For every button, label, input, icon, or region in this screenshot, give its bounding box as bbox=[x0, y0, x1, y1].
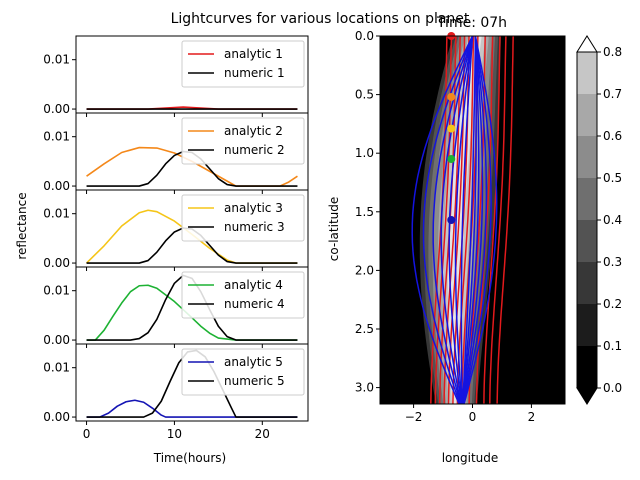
map-y-tick-label: 3.0 bbox=[355, 381, 374, 395]
blue-contour-line-4 bbox=[440, 36, 484, 404]
colorbar-tick-label: 0.7 bbox=[603, 87, 622, 101]
y-tick-label: 0.01 bbox=[43, 130, 70, 144]
lightcurve-subplot-3: 0.00 0.01 analytic 3 numeric 3 bbox=[43, 189, 309, 271]
x-tick-label: 10 bbox=[167, 427, 182, 441]
legend: analytic 1 numeric 1 bbox=[181, 40, 305, 88]
map-y-tick-label: 2.0 bbox=[355, 263, 374, 277]
y-tick-label: 0.00 bbox=[43, 256, 70, 270]
legend: analytic 4 numeric 4 bbox=[181, 271, 305, 319]
legend-entry: numeric 2 bbox=[224, 143, 285, 157]
lightcurve-subplot-1: 0.00 0.01 analytic 1 numeric 1 bbox=[43, 35, 309, 117]
location-marker-3 bbox=[447, 124, 456, 133]
map-y-tick-label: 0.5 bbox=[355, 88, 374, 102]
legend-entry: analytic 5 bbox=[224, 355, 283, 369]
y-tick-label: 0.01 bbox=[43, 53, 70, 67]
left-x-axis-label: Time(hours) bbox=[153, 451, 226, 465]
colorbar-band bbox=[577, 52, 597, 94]
map-panel: 0.0 0.5 1.0 1.5 2.0 2.5 3.0 −2 0 2 bbox=[355, 29, 566, 424]
series-line-analytic-4 bbox=[86, 284, 298, 341]
colorbar-tick-label: 0.8 bbox=[603, 45, 622, 59]
legend-entry: analytic 2 bbox=[224, 124, 283, 138]
colorbar-band bbox=[577, 94, 597, 136]
map-x-axis-label: longitude bbox=[442, 451, 499, 465]
blue-contour-line-6 bbox=[422, 36, 492, 404]
legend: analytic 2 numeric 2 bbox=[181, 117, 305, 165]
y-tick-label: 0.01 bbox=[43, 207, 70, 221]
left-y-axis-label: reflectance bbox=[15, 192, 29, 259]
series-line-analytic-5 bbox=[86, 399, 298, 418]
colorbar-band bbox=[577, 346, 597, 388]
colorbar-band bbox=[577, 262, 597, 304]
lightcurve-panels: 0.00 0.01 analytic 1 numeric 1 0.00 0.01 analy… bbox=[43, 35, 309, 441]
map-x-tick-label: 2 bbox=[528, 410, 536, 424]
colorbar-tick-label: 0.3 bbox=[603, 255, 622, 269]
colorbar: 0.0 0.1 0.2 0.3 0.4 0.5 0.6 0.7 0.8 bbox=[576, 35, 622, 405]
location-marker-4 bbox=[447, 155, 456, 164]
lightcurve-subplot-4: 0.00 0.01 analytic 4 numeric 4 bbox=[43, 266, 309, 348]
map-y-axis-label: co-latitude bbox=[327, 197, 341, 262]
red-contour-line-7 bbox=[456, 36, 475, 404]
map-plot-area bbox=[380, 36, 565, 404]
map-y-tick-label: 2.5 bbox=[355, 322, 374, 336]
y-tick-label: 0.01 bbox=[43, 284, 70, 298]
colorbar-band bbox=[577, 136, 597, 178]
y-tick-label: 0.00 bbox=[43, 179, 70, 193]
colorbar-band bbox=[577, 178, 597, 220]
subplot-frame bbox=[75, 343, 309, 422]
colorbar-tick-label: 0.5 bbox=[603, 171, 622, 185]
map-x-tick-label: −2 bbox=[405, 410, 423, 424]
red-contour-line-11 bbox=[483, 36, 501, 404]
colorbar-tick-label: 0.1 bbox=[603, 339, 622, 353]
y-tick-label: 0.01 bbox=[43, 361, 70, 375]
blue-contour-line-2 bbox=[454, 36, 477, 404]
colorbar-extend-min bbox=[576, 387, 598, 405]
location-marker-5 bbox=[447, 216, 456, 224]
map-title: Time: 07h bbox=[436, 15, 507, 31]
y-tick-label: 0.00 bbox=[43, 410, 70, 424]
red-contour-line-12 bbox=[489, 36, 507, 404]
legend-entry: numeric 1 bbox=[224, 66, 285, 80]
legend-entry: analytic 4 bbox=[224, 278, 283, 292]
legend-entry: numeric 3 bbox=[224, 220, 285, 234]
legend: analytic 5 numeric 5 bbox=[181, 348, 305, 396]
colorbar-band bbox=[577, 304, 597, 346]
colorbar-extend-max bbox=[576, 35, 598, 53]
legend-entry: analytic 3 bbox=[224, 201, 283, 215]
y-tick-label: 0.00 bbox=[43, 102, 70, 116]
red-contour-line-13 bbox=[496, 36, 514, 404]
figure-title: Lightcurves for various locations on pla… bbox=[171, 11, 470, 27]
legend: analytic 3 numeric 3 bbox=[181, 194, 305, 242]
map-y-tick-label: 1.0 bbox=[355, 146, 374, 160]
colorbar-tick-label: 0.0 bbox=[603, 381, 622, 395]
map-x-tick-label: 0 bbox=[469, 410, 477, 424]
x-tick-label: 20 bbox=[255, 427, 270, 441]
colorbar-band bbox=[577, 220, 597, 262]
colorbar-tick-label: 0.6 bbox=[603, 129, 622, 143]
legend-entry: analytic 1 bbox=[224, 47, 283, 61]
y-tick-label: 0.00 bbox=[43, 333, 70, 347]
legend-entry: numeric 4 bbox=[224, 297, 285, 311]
blue-contour-line-7 bbox=[411, 36, 498, 404]
lightcurve-subplot-2: 0.00 0.01 analytic 2 numeric 2 bbox=[43, 112, 309, 194]
location-marker-2 bbox=[447, 92, 456, 101]
map-y-tick-label: 1.5 bbox=[355, 205, 374, 219]
blue-contour-line-1 bbox=[460, 36, 477, 404]
series-line-analytic-3 bbox=[85, 209, 298, 264]
colorbar-tick-label: 0.2 bbox=[603, 297, 622, 311]
lightcurve-subplot-5: 0.00 0.01 0 10 20 analytic 5 numeric 5 bbox=[43, 343, 309, 441]
legend-entry: numeric 5 bbox=[224, 374, 285, 388]
colorbar-tick-label: 0.4 bbox=[603, 213, 622, 227]
x-tick-label: 0 bbox=[83, 427, 91, 441]
red-contour-line-10 bbox=[475, 36, 494, 404]
blue-contour-line-5 bbox=[432, 36, 488, 404]
map-y-tick-label: 0.0 bbox=[355, 29, 374, 43]
